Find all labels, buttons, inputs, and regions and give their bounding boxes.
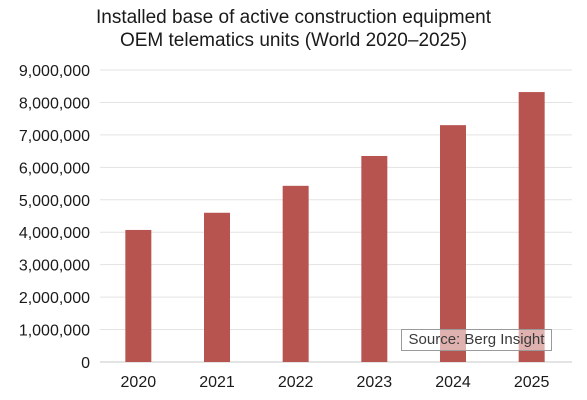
bars: [125, 92, 545, 363]
x-tick-label: 2020: [121, 374, 157, 391]
x-tick-label: 2025: [514, 374, 550, 391]
y-tick-label: 1,000,000: [19, 323, 90, 340]
x-tick-label: 2023: [357, 374, 393, 391]
x-tick-label: 2024: [435, 374, 471, 391]
bar-2022: [282, 185, 309, 362]
y-tick-label: 4,000,000: [19, 225, 90, 242]
y-tick-label: 3,000,000: [19, 258, 90, 275]
bar-2021: [204, 212, 230, 362]
bar-2020: [125, 229, 152, 362]
y-tick-label: 8,000,000: [19, 95, 90, 112]
chart-title-line-1: Installed base of active construction eq…: [95, 7, 491, 28]
chart-title: Installed base of active construction eq…: [0, 6, 587, 52]
y-tick-label: 6,000,000: [19, 160, 90, 177]
y-axis: 0 1,000,000 2,000,000 3,000,000 4,000,000 5,0…: [19, 63, 90, 372]
bar-2025: [518, 92, 545, 362]
bar-2023: [361, 155, 388, 362]
y-tick-label: 9,000,000: [19, 63, 90, 80]
x-axis: 2020 2021 2022 2023 2024 2025: [121, 374, 550, 391]
chart-title-line-2: OEM telematics units (World 2020–2025): [119, 30, 468, 51]
grid-lines: [100, 69, 572, 363]
y-tick-label: 0: [81, 355, 90, 372]
y-tick-label: 5,000,000: [19, 193, 90, 210]
y-tick-label: 2,000,000: [19, 290, 90, 307]
y-tick-label: 7,000,000: [19, 128, 90, 145]
x-tick-label: 2021: [199, 374, 235, 391]
x-tick-label: 2022: [278, 374, 314, 391]
source-note: Source: Berg Insight: [401, 329, 552, 351]
bar-2024: [440, 125, 466, 363]
